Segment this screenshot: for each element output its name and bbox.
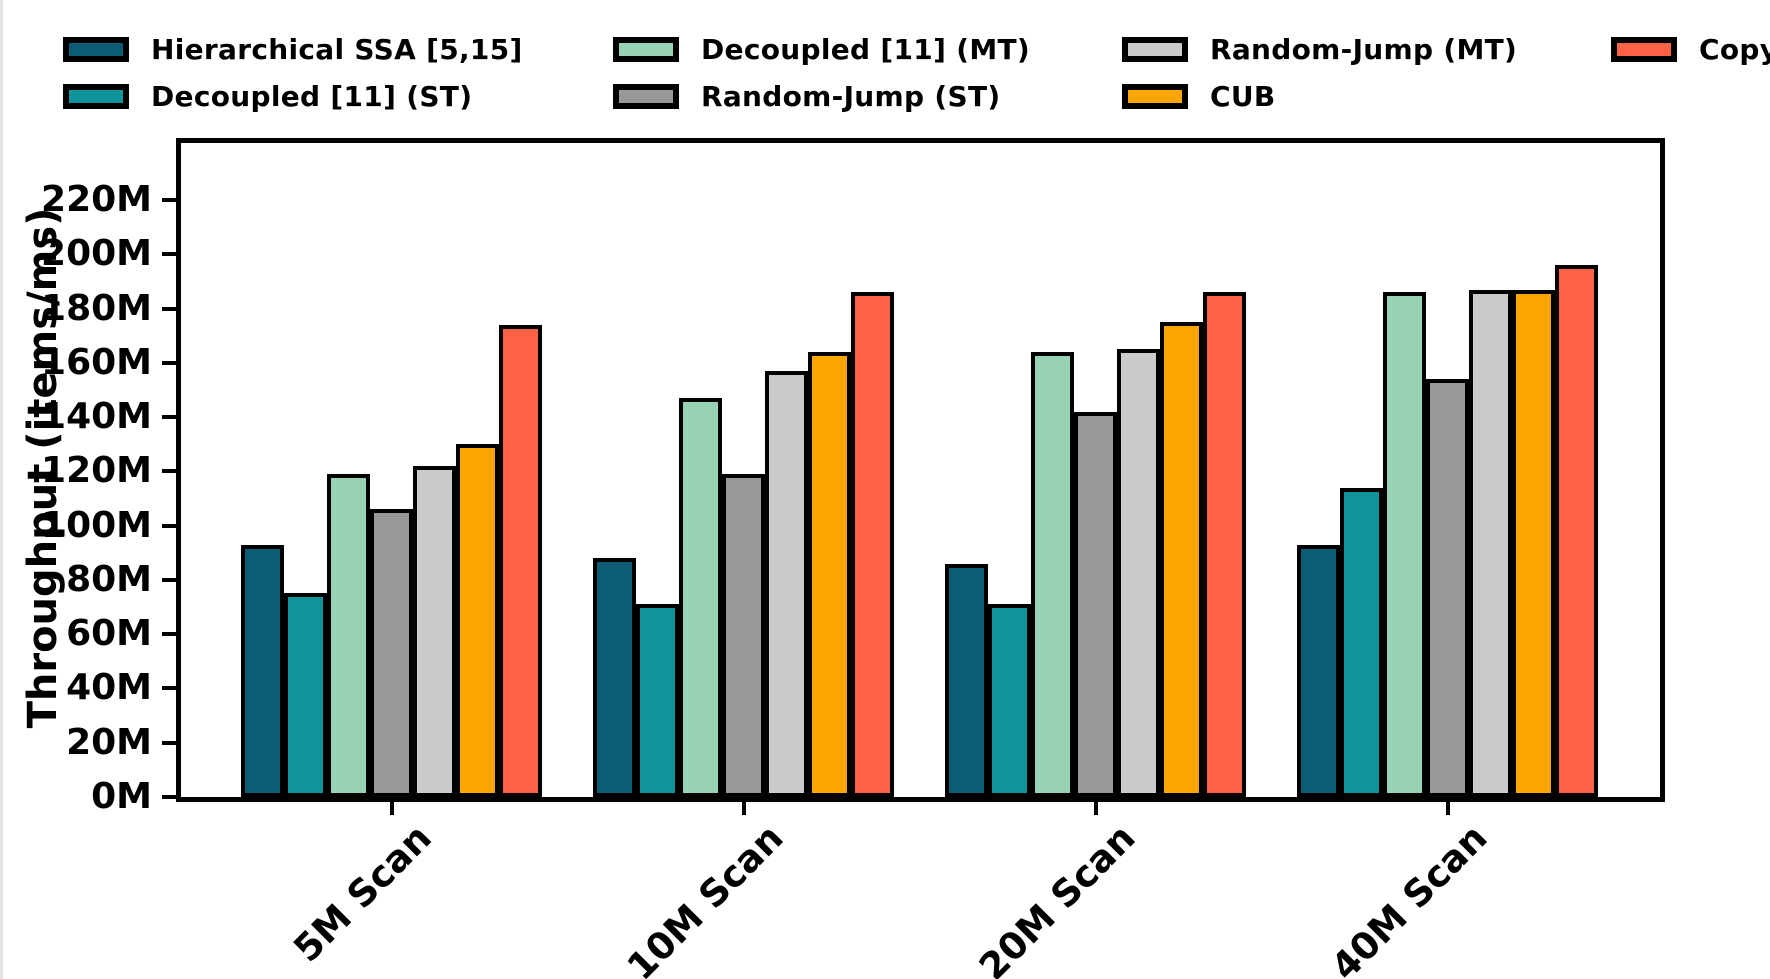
y-tick-label: 100M [41,504,152,546]
legend-item: Random-Jump (MT) [1122,31,1517,68]
legend-swatch-icon [613,37,679,62]
bar-decoupled-11-st--20m-scan [988,604,1031,797]
bar-cub-10m-scan [808,352,851,797]
y-tick-mark [162,360,176,365]
y-tick-label: 200M [41,233,152,275]
bar-copy-5m-scan [499,325,542,797]
legend-label: Random-Jump (ST) [701,80,1001,113]
x-tick-mark [389,802,394,815]
bar-decoupled-11-st--10m-scan [636,604,679,797]
y-tick-mark [162,686,176,691]
x-tick-label: 40M Scan [1323,816,1496,979]
legend-swatch-icon [63,84,129,109]
x-tick-mark [1445,802,1450,815]
legend-label: Decoupled [11] (ST) [151,80,473,113]
bar-hierarchical-ssa-5-15--10m-scan [593,558,636,797]
bar-random-jump-mt--40m-scan [1469,290,1512,797]
bar-random-jump-st--20m-scan [1074,412,1117,797]
bar-random-jump-st--10m-scan [722,474,765,797]
bar-random-jump-st--40m-scan [1426,379,1469,797]
y-tick-mark [162,632,176,637]
x-tick-label: 5M Scan [285,816,440,971]
legend-item: CUB [1122,78,1276,115]
y-tick-mark [162,197,176,202]
y-tick-label: 220M [41,178,152,220]
legend-item: Decoupled [11] (ST) [63,78,472,115]
bar-random-jump-mt--5m-scan [413,466,456,797]
x-tick-label: 10M Scan [619,816,792,979]
bar-copy-40m-scan [1555,265,1598,797]
bar-cub-20m-scan [1160,322,1203,797]
bar-cub-5m-scan [456,444,499,797]
y-tick-label: 80M [66,558,152,600]
legend-swatch-icon [63,37,129,62]
legend-label: Copy [1699,33,1770,66]
y-tick-label: 120M [41,450,152,492]
bar-hierarchical-ssa-5-15--40m-scan [1297,545,1340,797]
y-tick-mark [162,252,176,257]
bar-decoupled-11-st--5m-scan [284,593,327,797]
y-tick-mark [162,415,176,420]
legend-item: Copy [1611,31,1770,68]
x-tick-mark [741,802,746,815]
y-tick-label: 160M [41,341,152,383]
y-tick-label: 40M [66,667,152,709]
bar-hierarchical-ssa-5-15--5m-scan [241,545,284,797]
y-tick-mark [162,523,176,528]
legend-label: CUB [1210,80,1276,113]
legend-label: Random-Jump (MT) [1210,33,1518,66]
legend-swatch-icon [1122,37,1188,62]
bar-copy-10m-scan [851,292,894,797]
legend-item: Hierarchical SSA [5,15] [63,31,523,68]
y-tick-label: 60M [66,613,152,655]
bar-random-jump-mt--20m-scan [1117,349,1160,797]
legend-item: Random-Jump (ST) [613,78,1000,115]
y-tick-label: 0M [91,776,152,817]
bar-decoupled-11-mt--10m-scan [679,398,722,797]
y-tick-mark [162,740,176,745]
y-tick-mark [162,306,176,311]
y-tick-label: 20M [66,721,152,763]
bar-hierarchical-ssa-5-15--20m-scan [945,564,988,797]
x-tick-mark [1093,802,1098,815]
legend-label: Decoupled [11] (MT) [701,33,1030,66]
y-tick-mark [162,469,176,474]
bar-random-jump-mt--10m-scan [765,371,808,797]
legend-label: Hierarchical SSA [5,15] [151,33,523,66]
y-tick-label: 180M [41,287,152,329]
legend-swatch-icon [1611,37,1677,62]
bar-random-jump-st--5m-scan [370,509,413,797]
bar-decoupled-11-mt--40m-scan [1383,292,1426,797]
bar-decoupled-11-mt--20m-scan [1031,352,1074,797]
x-tick-label: 20M Scan [971,816,1144,979]
legend-swatch-icon [613,84,679,109]
bar-copy-20m-scan [1203,292,1246,797]
bar-decoupled-11-mt--5m-scan [327,474,370,797]
bar-cub-40m-scan [1512,290,1555,797]
legend-item: Decoupled [11] (MT) [613,31,1030,68]
y-tick-mark [162,577,176,582]
y-tick-mark [162,795,176,799]
y-tick-label: 140M [41,396,152,438]
legend-swatch-icon [1122,84,1188,109]
plot-area [176,138,1665,802]
bar-decoupled-11-st--40m-scan [1340,488,1383,797]
